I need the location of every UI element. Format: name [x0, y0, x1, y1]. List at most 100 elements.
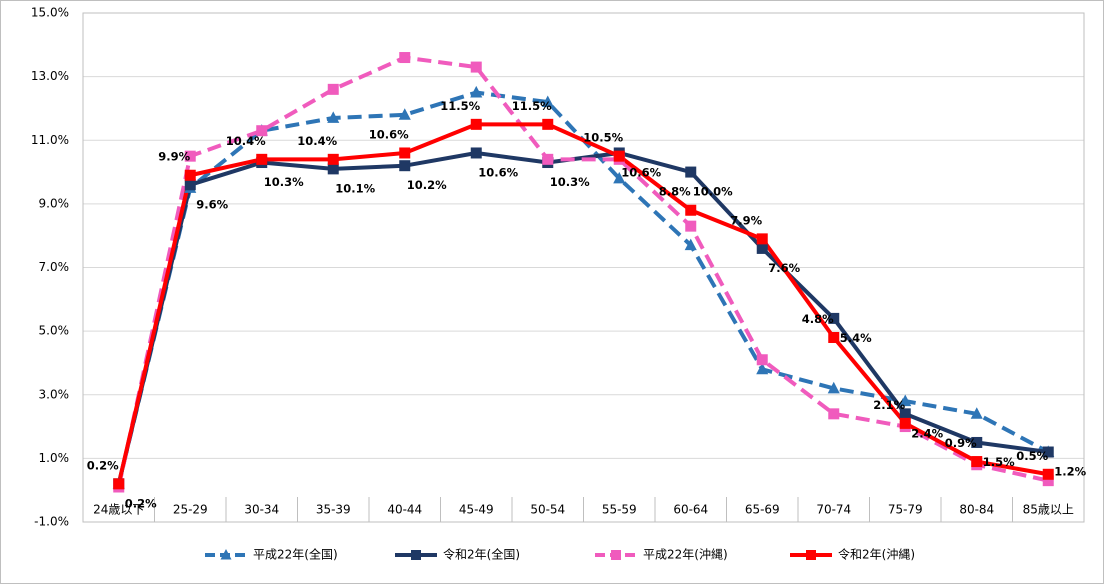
- series-line: [116, 122, 1049, 485]
- x-tick-label: 25-29: [173, 503, 208, 517]
- series-line: [116, 55, 1049, 488]
- x-tick-label: 30-34: [244, 503, 279, 517]
- data-label: 10.5%: [583, 131, 623, 145]
- x-tick-label: 35-39: [316, 503, 351, 517]
- data-point: [470, 61, 482, 73]
- data-point: [899, 408, 911, 420]
- data-point: [613, 171, 626, 184]
- legend-label: 平成22年(全国): [253, 547, 338, 562]
- data-label: 10.2%: [407, 178, 447, 192]
- data-point: [685, 220, 697, 232]
- data-point: [756, 354, 768, 366]
- x-tick-label: 75-79: [888, 503, 923, 517]
- y-tick-label: 3.0%: [39, 387, 70, 401]
- data-point: [184, 169, 196, 181]
- x-tick-label: 80-84: [959, 503, 994, 517]
- data-label: 10.6%: [621, 165, 661, 179]
- x-tick-label: 65-69: [745, 503, 780, 517]
- data-point: [327, 153, 339, 165]
- data-point: [327, 111, 340, 123]
- data-point: [971, 436, 983, 448]
- y-tick-label: 9.0%: [39, 196, 70, 210]
- data-point: [541, 95, 554, 108]
- data-point: [470, 85, 483, 98]
- y-tick-label: 13.0%: [31, 69, 69, 83]
- data-point: [685, 204, 697, 216]
- data-point: [828, 408, 840, 420]
- data-point: [399, 52, 411, 64]
- data-label: 10.1%: [335, 181, 375, 195]
- legend-marker: [411, 550, 421, 560]
- data-label: 10.6%: [478, 165, 518, 179]
- legend-item: 令和2年(沖縄): [790, 547, 915, 562]
- data-label: 0.2%: [87, 458, 119, 472]
- data-point: [470, 147, 482, 159]
- data-point: [327, 83, 339, 95]
- data-label: 10.4%: [297, 134, 337, 148]
- legend-label: 令和2年(沖縄): [838, 547, 915, 562]
- data-point: [685, 166, 697, 178]
- data-label: 9.6%: [196, 197, 228, 211]
- x-tick-label: 60-64: [673, 503, 708, 517]
- y-tick-label: -1.0%: [34, 515, 69, 529]
- legend-label: 平成22年(沖縄): [643, 547, 728, 562]
- data-point: [756, 233, 768, 245]
- data-point: [470, 118, 482, 130]
- data-label: 10.4%: [226, 134, 266, 148]
- data-point: [113, 478, 125, 490]
- data-point: [971, 456, 983, 468]
- data-label: 2.1%: [873, 398, 905, 412]
- data-point: [899, 394, 912, 407]
- data-point: [399, 147, 411, 159]
- data-label: 5.4%: [840, 331, 872, 345]
- legend-marker: [611, 550, 621, 560]
- x-tick-label: 85歳以上: [1023, 503, 1074, 517]
- data-label: 4.8%: [802, 312, 834, 326]
- data-point: [1042, 468, 1054, 480]
- y-tick-label: 15.0%: [31, 6, 69, 20]
- legend-marker: [806, 550, 816, 560]
- data-label: 1.5%: [983, 455, 1015, 469]
- data-point: [613, 150, 625, 162]
- x-tick-label: 45-49: [459, 503, 494, 517]
- legend-item: 令和2年(全国): [395, 547, 520, 562]
- data-label: 11.5%: [440, 99, 480, 113]
- data-label: 2.4%: [911, 426, 943, 440]
- data-label: 7.9%: [730, 213, 762, 227]
- y-tick-label: 11.0%: [31, 133, 69, 147]
- data-point: [1042, 446, 1054, 458]
- data-label: 11.5%: [512, 99, 552, 113]
- data-point: [399, 160, 411, 172]
- x-tick-label: 70-74: [816, 503, 851, 517]
- data-point: [398, 108, 411, 120]
- data-point: [542, 118, 554, 130]
- x-tick-label: 40-44: [387, 503, 422, 517]
- data-point: [756, 242, 768, 254]
- y-tick-label: 1.0%: [39, 451, 70, 465]
- data-point: [256, 153, 268, 165]
- legend-item: 平成22年(沖縄): [595, 547, 728, 562]
- y-tick-label: 5.0%: [39, 324, 70, 338]
- data-label: 7.6%: [768, 261, 800, 275]
- data-point: [828, 312, 840, 324]
- data-point: [899, 417, 911, 429]
- data-point: [756, 362, 769, 375]
- data-label: 0.2%: [125, 496, 157, 510]
- legend-label: 令和2年(全国): [443, 547, 520, 562]
- data-point: [327, 163, 339, 175]
- data-label: 10.6%: [369, 127, 409, 141]
- x-tick-label: 55-59: [602, 503, 637, 517]
- data-label: 0.9%: [945, 436, 977, 450]
- data-point: [684, 238, 697, 251]
- data-point: [828, 331, 840, 343]
- data-point: [184, 179, 196, 191]
- data-point: [256, 125, 268, 137]
- data-point: [827, 381, 840, 394]
- data-label: 1.2%: [1054, 465, 1086, 479]
- data-label: 10.0%: [693, 185, 733, 199]
- legend-marker: [220, 549, 232, 560]
- data-point: [970, 407, 983, 419]
- x-tick-label: 24歳以下: [93, 503, 144, 517]
